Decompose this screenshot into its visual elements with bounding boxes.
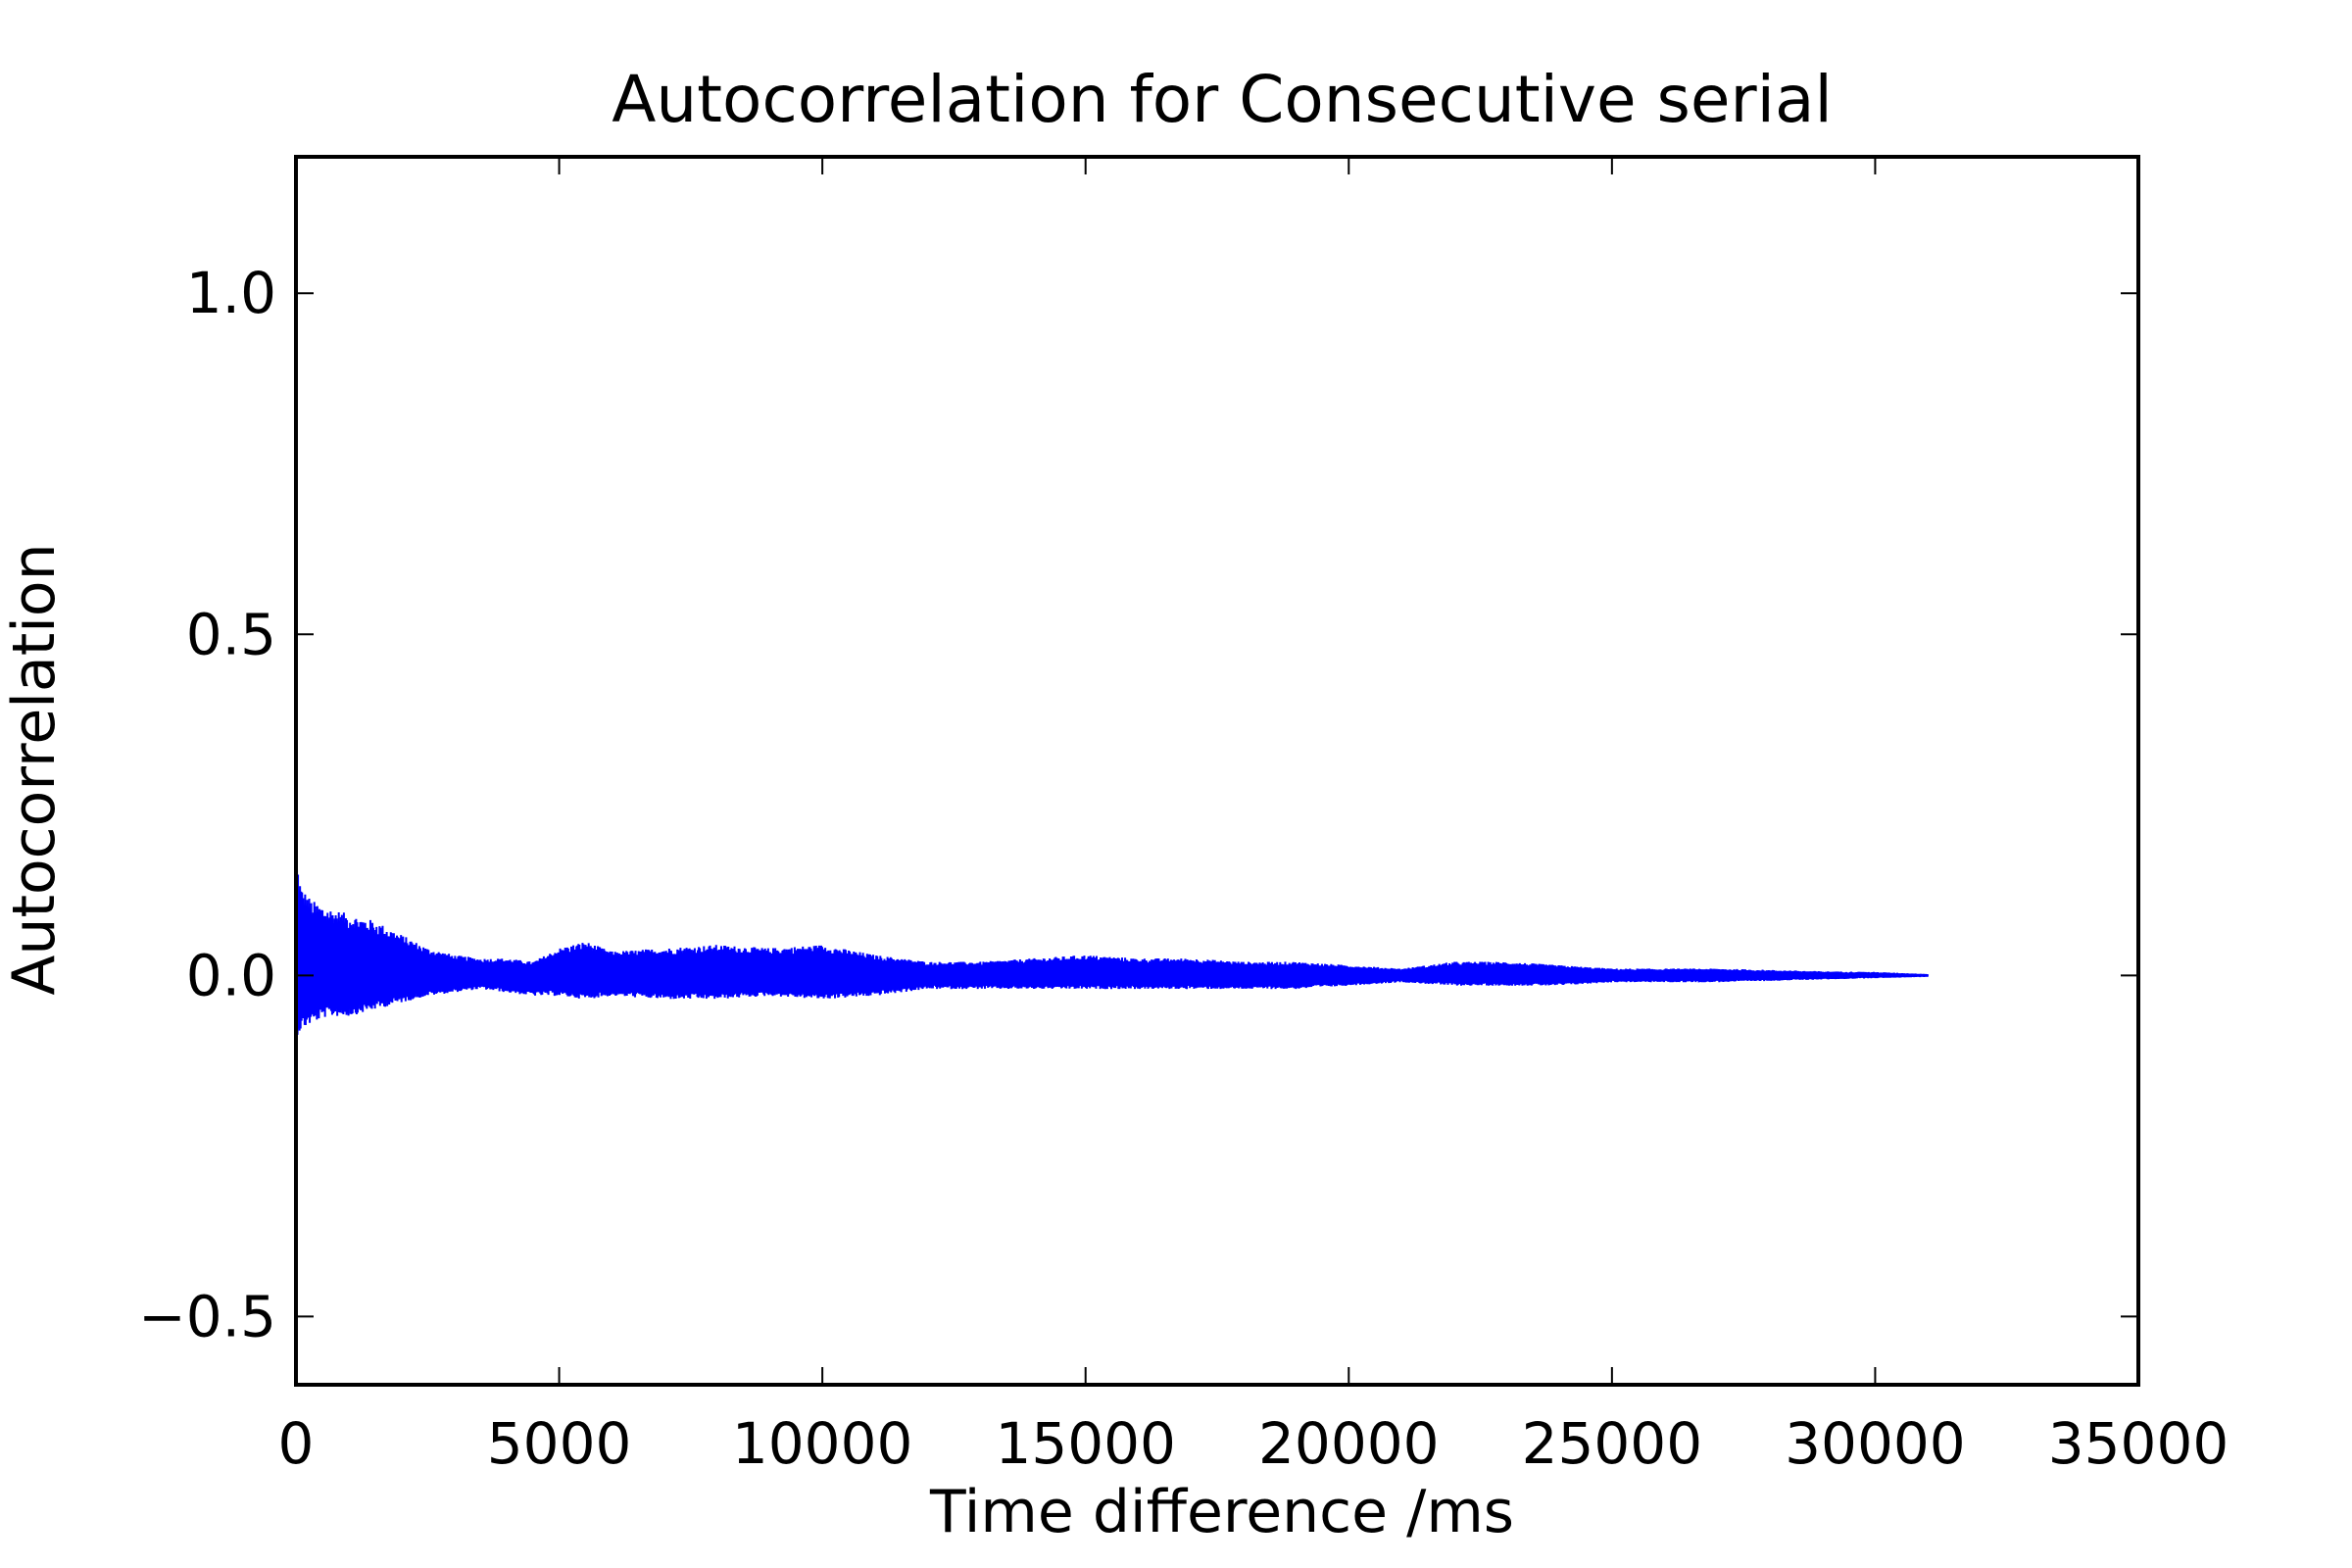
x-tick-label: 30000 (1785, 1410, 1966, 1477)
x-tick-label: 10000 (732, 1410, 913, 1477)
y-axis: −0.5 0.0 0.5 1.0 (138, 260, 2138, 1349)
x-axis: 0 5000 10000 15000 20000 25000 30000 35000 (278, 157, 2230, 1477)
x-axis-label: Time difference /ms (929, 1478, 1514, 1546)
x-tick-label: 25000 (1522, 1410, 1703, 1477)
y-tick-label: −0.5 (138, 1283, 276, 1349)
x-tick-label: 35000 (2048, 1410, 2230, 1477)
y-tick-label: 0.5 (186, 601, 276, 667)
plot-frame (294, 155, 2140, 1387)
plot-area (295, 862, 1930, 1035)
x-tick-label: 15000 (995, 1410, 1176, 1477)
y-tick-label: 1.0 (186, 260, 276, 326)
y-axis-label: Autocorrelation (0, 543, 69, 995)
x-tick-label: 20000 (1258, 1410, 1440, 1477)
x-tick-label: 0 (278, 1410, 315, 1477)
chart-title: Autocorrelation for Consecutive serial (612, 62, 1833, 137)
series-line (295, 862, 1930, 1035)
y-tick-label: 0.0 (186, 942, 276, 1008)
x-tick-label: 5000 (487, 1410, 632, 1477)
